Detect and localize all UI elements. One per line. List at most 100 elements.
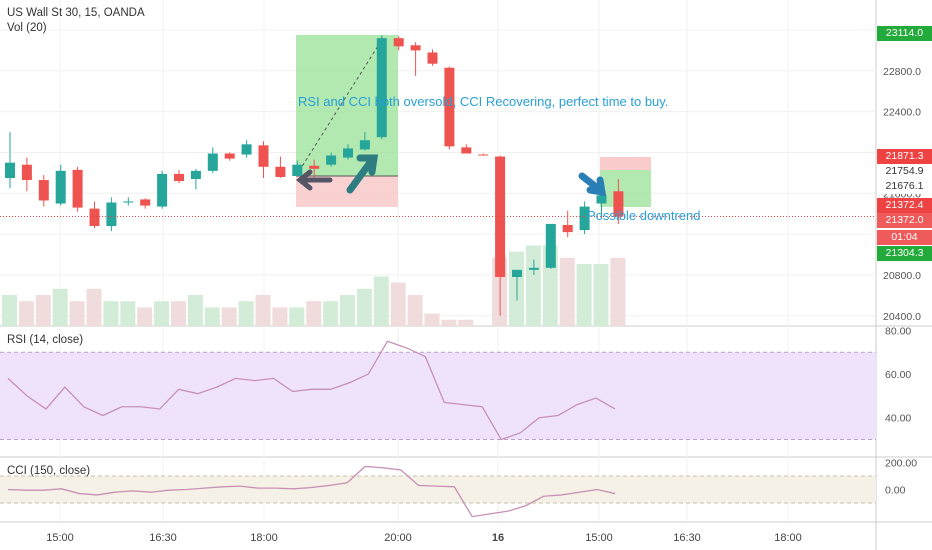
candle-body [258, 145, 269, 167]
time-tick-label: 15:00 [585, 532, 613, 544]
volume-bar [610, 257, 626, 326]
volume-bar [204, 307, 220, 326]
candle-body [174, 173, 184, 182]
candle-body [38, 180, 49, 201]
candle-body [562, 224, 573, 233]
volume-bar [458, 319, 474, 326]
volume-bar [390, 282, 406, 326]
price-tick-label: 22800.0 [883, 66, 921, 78]
candle-body [275, 166, 286, 177]
candle-body [157, 173, 168, 207]
candle-body [613, 191, 624, 217]
volume-label: Vol (20) [7, 22, 47, 34]
candle-body [461, 147, 472, 154]
volume-bar [407, 295, 423, 326]
volume-bar [2, 295, 17, 326]
candle-body [359, 140, 370, 150]
volume-bar [356, 288, 372, 326]
rsi-tick-label: 40.00 [885, 413, 911, 425]
volume-bar [35, 295, 51, 326]
candle-body [528, 267, 539, 270]
volume-bar [69, 301, 85, 326]
volume-bar [238, 301, 254, 326]
candle-body [495, 156, 506, 278]
left-arrow-icon [295, 169, 333, 191]
candle-body [21, 164, 32, 181]
price-tick-label: 22400.0 [883, 107, 921, 119]
short-loss-zone [600, 157, 651, 170]
price-tag: 21372.0 [877, 213, 932, 228]
candle-body [326, 155, 337, 165]
time-tick-label: 16:30 [149, 532, 177, 544]
buy-annotation[interactable]: RSI and CCI both oversold, CCI Recoverin… [298, 94, 669, 109]
candle-body [207, 153, 218, 171]
volume-bar [120, 301, 136, 326]
down-arrow-icon [578, 172, 607, 197]
candle-body [55, 170, 66, 204]
rsi-label: RSI (14, close) [7, 334, 84, 346]
volume-bar [103, 301, 119, 326]
candle-body [545, 223, 556, 268]
cci-line [7, 465, 616, 518]
last-price-tag: 21372.4 [877, 198, 932, 213]
candle-body [89, 208, 100, 226]
price-tag: 21676.1 [877, 179, 932, 194]
candle-body [444, 67, 455, 147]
time-tick-label: 16:30 [673, 532, 701, 544]
candle-body [5, 162, 15, 178]
up-arrow-icon [346, 154, 379, 194]
time-tick-label: 20:00 [384, 532, 412, 544]
volume-bar [187, 295, 203, 326]
cci-tick-label: 200.00 [885, 457, 917, 469]
countdown-tag: 01:04 [877, 230, 932, 245]
volume-bar [323, 301, 339, 326]
candle-body [376, 38, 387, 138]
candle-body [241, 144, 252, 155]
volume-bar [340, 295, 355, 326]
candle-body [512, 269, 522, 278]
price-tick-label: 20800.0 [883, 270, 921, 282]
price-tag: 21754.9 [877, 164, 932, 179]
candle-body [224, 153, 235, 159]
volume-bar [255, 295, 271, 326]
volume-bar [576, 264, 592, 326]
volume-bar [424, 313, 440, 326]
price-tag: 21304.3 [877, 246, 932, 261]
volume-bar [593, 264, 609, 326]
candle-body [140, 199, 151, 206]
candle-body [579, 206, 590, 231]
rsi-tick-label: 80.00 [885, 325, 911, 337]
candle-body [309, 165, 320, 169]
candle-body [427, 52, 438, 64]
rsi-line [7, 340, 616, 441]
candle-body [596, 195, 607, 204]
price-tag: 21871.3 [877, 149, 932, 164]
candle-body [72, 169, 83, 208]
volume-bar [441, 319, 457, 326]
volume-bar [137, 307, 153, 326]
volume-bar [559, 257, 575, 326]
rsi-tick-label: 60.00 [885, 369, 911, 381]
cci-tick-label: 0.00 [885, 485, 906, 497]
time-tick-label: 18:00 [250, 532, 278, 544]
cci-label: CCI (150, close) [7, 465, 91, 477]
volume-bar [154, 301, 170, 326]
time-tick-label: 15:00 [46, 532, 74, 544]
volume-bar [272, 307, 288, 326]
volume-bar [221, 307, 237, 326]
price-tag: 23114.0 [877, 26, 932, 41]
time-tick-label: 16 [492, 532, 504, 544]
time-tick-label: 18:00 [774, 532, 802, 544]
volume-bar [373, 276, 389, 326]
rsi-band [0, 352, 876, 440]
candle-body [106, 202, 117, 226]
volume-bar [52, 288, 68, 326]
candle-body [292, 164, 303, 176]
downtrend-annotation[interactable]: Possible downtrend [587, 208, 701, 223]
price-tick-label: 20400.0 [883, 311, 921, 323]
candle-body [393, 38, 404, 47]
candle-body [343, 148, 353, 158]
short-profit-zone [600, 170, 651, 207]
volume-bar [525, 245, 541, 326]
